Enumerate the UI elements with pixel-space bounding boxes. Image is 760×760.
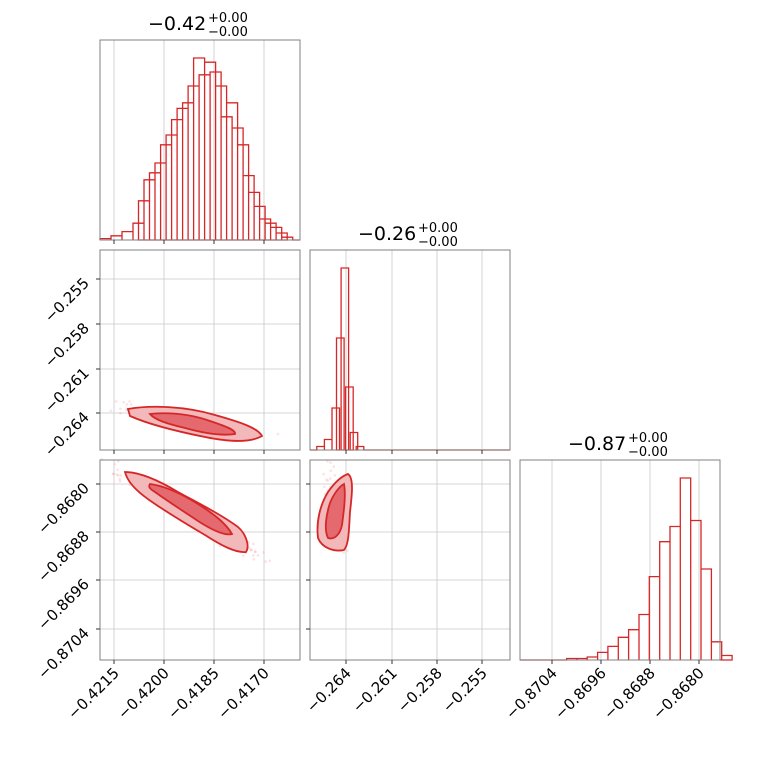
- sample-point: [346, 549, 349, 552]
- xtick-label: −0.8680: [649, 664, 708, 723]
- y-ticklabels-row1: −0.255 −0.258 −0.261 −0.264: [41, 274, 93, 460]
- x-ticklabels-col0: −0.4215 −0.4200 −0.4185 −0.4170: [64, 664, 273, 723]
- sample-point: [323, 485, 326, 489]
- xtick-label: −0.4200: [114, 664, 173, 723]
- sample-point: [113, 463, 117, 466]
- sample-point: [264, 560, 268, 563]
- sample-point: [342, 551, 346, 554]
- contour-inner-2-0: [149, 484, 232, 535]
- sample-point: [328, 477, 332, 480]
- contour-inner-1-0: [150, 413, 236, 435]
- sample-point: [114, 400, 118, 403]
- sample-point: [325, 478, 328, 482]
- sample-point: [252, 542, 255, 546]
- sample-point: [125, 403, 129, 406]
- sample-point: [333, 474, 337, 477]
- title-param-2: −0.87 +0.00 −0.00: [568, 431, 668, 460]
- svg-text:−0.00: −0.00: [628, 445, 668, 460]
- panel-hist-0: [99, 39, 301, 244]
- y-ticklabels-row2: −0.8680 −0.8688 −0.8696 −0.8704: [34, 479, 93, 683]
- panel-hist-2: [519, 459, 733, 664]
- sample-point: [326, 479, 330, 482]
- xtick-label: −0.4215: [64, 664, 123, 723]
- sample-point: [119, 411, 122, 415]
- sample-point: [119, 474, 123, 477]
- sample-point: [109, 409, 113, 413]
- sample-point: [248, 546, 251, 550]
- sample-point: [254, 550, 257, 554]
- sample-point: [256, 554, 260, 557]
- sample-point: [329, 461, 332, 464]
- xtick-label: −0.8688: [600, 664, 659, 723]
- svg-text:−0.42: −0.42: [148, 13, 206, 35]
- histogram-param-1: [310, 267, 510, 451]
- contour-inner-2-1: [325, 484, 345, 539]
- sample-point: [128, 400, 131, 403]
- sample-point: [116, 468, 119, 472]
- svg-text:+0.00: +0.00: [418, 221, 458, 236]
- sample-point: [332, 465, 336, 468]
- xtick-label: −0.8704: [502, 664, 561, 723]
- svg-text:−0.87: −0.87: [568, 433, 626, 455]
- xtick-label: −0.258: [394, 664, 446, 716]
- sample-point: [117, 474, 120, 477]
- sample-point: [115, 473, 119, 476]
- sample-point: [262, 551, 265, 554]
- svg-text:+0.00: +0.00: [628, 431, 668, 446]
- ytick-label: −0.8704: [34, 624, 93, 683]
- sample-point: [249, 548, 253, 552]
- sample-point: [117, 459, 120, 463]
- sample-point: [322, 472, 325, 476]
- panel-2d-2-1: [306, 459, 511, 664]
- sample-point: [268, 559, 272, 563]
- sample-point: [329, 469, 333, 473]
- ytick-label: −0.261: [41, 364, 93, 416]
- sample-point: [252, 558, 256, 561]
- sample-point: [250, 548, 253, 552]
- x-ticklabels-col2: −0.8704 −0.8696 −0.8688 −0.8680: [502, 664, 708, 723]
- svg-text:−0.26: −0.26: [358, 223, 416, 245]
- panel-2d-1-0: [96, 249, 301, 454]
- sample-point: [241, 554, 245, 558]
- sample-point: [111, 472, 115, 476]
- ytick-label: −0.8696: [34, 575, 93, 634]
- xtick-label: −0.261: [349, 664, 401, 716]
- sample-point: [125, 408, 128, 412]
- xtick-label: −0.4185: [164, 664, 223, 723]
- xtick-label: −0.264: [303, 664, 355, 716]
- xtick-label: −0.4170: [214, 664, 273, 723]
- sample-point: [129, 403, 133, 406]
- ytick-label: −0.258: [41, 319, 93, 371]
- svg-text:+0.00: +0.00: [208, 11, 248, 26]
- svg-text:−0.00: −0.00: [418, 235, 458, 250]
- sample-point: [118, 479, 122, 483]
- xtick-label: −0.255: [439, 664, 491, 716]
- ytick-label: −0.264: [41, 408, 93, 460]
- x-ticklabels-col1: −0.264 −0.261 −0.258 −0.255: [303, 664, 491, 716]
- sample-point: [122, 401, 125, 404]
- xtick-label: −0.8696: [551, 664, 610, 723]
- sample-point: [253, 550, 257, 553]
- title-param-0: −0.42 +0.00 −0.00: [148, 11, 248, 40]
- svg-text:−0.00: −0.00: [208, 25, 248, 40]
- sample-point: [252, 554, 255, 557]
- sample-point: [119, 407, 122, 411]
- sample-point: [112, 472, 116, 476]
- sample-point: [118, 477, 122, 481]
- ytick-label: −0.8688: [34, 527, 93, 586]
- sample-point: [276, 432, 280, 436]
- ytick-label: −0.255: [41, 274, 93, 326]
- title-param-1: −0.26 +0.00 −0.00: [358, 221, 458, 250]
- ytick-label: −0.8680: [34, 479, 93, 538]
- panel-2d-2-0: [96, 457, 301, 664]
- panel-hist-1: [309, 249, 511, 454]
